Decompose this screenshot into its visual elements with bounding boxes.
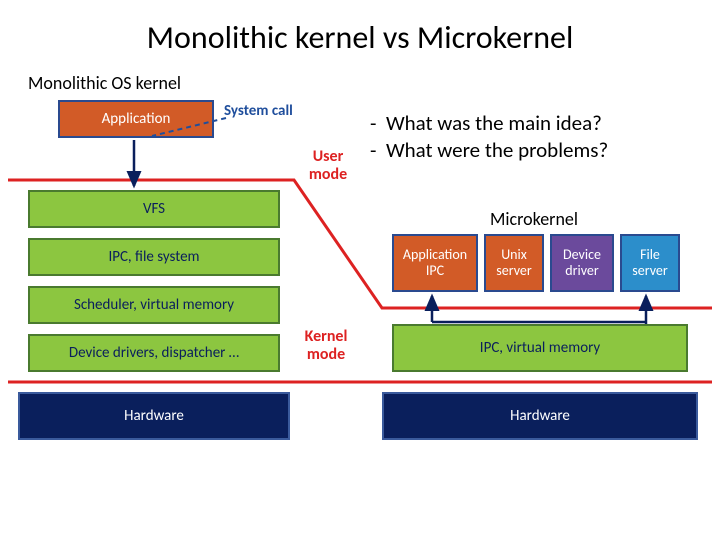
micro-hardware-text: Hardware [510, 407, 570, 425]
slide-title: Monolithic kernel vs Microkernel [0, 0, 720, 57]
micro-ipcvm-box: IPC, virtual memory [392, 324, 688, 372]
micro-hardware-box: Hardware [382, 392, 698, 440]
bullet-1: - What was the main idea? [370, 110, 608, 137]
mono-sched-box: Scheduler, virtual memory [28, 286, 280, 324]
mono-vfs-box: VFS [28, 190, 280, 228]
micro-unix-box: Unix server [484, 234, 544, 292]
mono-drivers-text: Device drivers, dispatcher … [69, 344, 239, 362]
micro-file-text: File server [622, 247, 678, 279]
user-mode-label: User mode [298, 148, 358, 183]
mono-sched-text: Scheduler, virtual memory [74, 296, 234, 314]
monolithic-label: Monolithic OS kernel [28, 72, 181, 94]
mono-ipcfs-box: IPC, file system [28, 238, 280, 276]
micro-ipcvm-text: IPC, virtual memory [480, 339, 600, 357]
bullet-2: - What were the problems? [370, 137, 608, 164]
micro-device-text: Device driver [552, 247, 612, 279]
micro-device-box: Device driver [550, 234, 614, 292]
kernel-mode-text: Kernel mode [305, 327, 348, 364]
micro-app-text: Application IPC [403, 247, 467, 279]
mono-application-box: Application [58, 100, 214, 138]
mono-hardware-box: Hardware [18, 392, 290, 440]
bullet-2-text: What were the problems? [386, 137, 608, 163]
bullet-list: - What was the main idea? - What were th… [370, 110, 608, 165]
microkernel-label: Microkernel [490, 208, 578, 230]
mono-vfs-text: VFS [143, 200, 165, 218]
mono-ipcfs-text: IPC, file system [108, 248, 199, 266]
micro-file-box: File server [620, 234, 680, 292]
mono-application-text: Application [102, 110, 171, 128]
syscall-label: System call [224, 102, 293, 120]
user-mode-text: User mode [309, 147, 347, 184]
bullet-1-text: What was the main idea? [386, 110, 602, 136]
micro-unix-text: Unix server [486, 247, 542, 279]
micro-app-box: Application IPC [392, 234, 478, 292]
mono-drivers-box: Device drivers, dispatcher … [28, 334, 280, 372]
kernel-mode-label: Kernel mode [296, 328, 356, 363]
mono-hardware-text: Hardware [124, 407, 184, 425]
